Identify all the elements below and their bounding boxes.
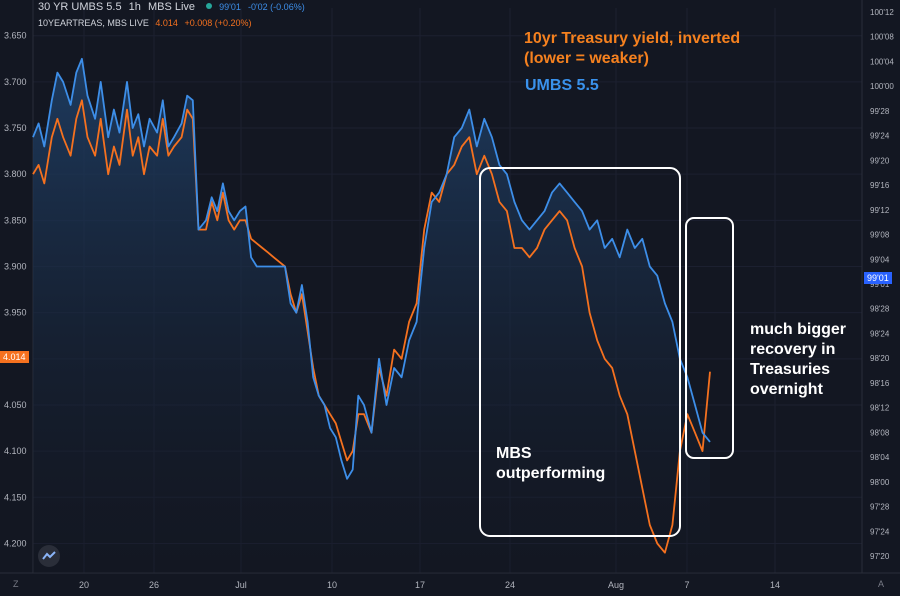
x-tick-label: 20 — [79, 580, 89, 590]
treasury-annotation-line1: 10yr Treasury yield, inverted — [524, 30, 741, 47]
price2: 4.014 — [155, 18, 178, 28]
umbs-annotation: UMBS 5.5 — [525, 77, 599, 94]
interval[interactable]: 1h — [128, 1, 141, 13]
x-tick-label: 17 — [415, 580, 425, 590]
right-tick-label: 97'20 — [870, 552, 890, 561]
umbs-area — [33, 58, 710, 574]
price-change: -0'02 (-0.06%) — [247, 2, 305, 12]
left-axis: 3.6503.7003.7503.8003.8503.9003.9504.000… — [4, 31, 27, 549]
right-tick-label: 99'12 — [870, 206, 890, 215]
symbol2-name[interactable]: 10YEARTREAS, MBS LIVE — [38, 18, 149, 28]
right-tick-label: 100'00 — [870, 82, 894, 91]
right-tick-label: 98'24 — [870, 329, 890, 338]
symbol-name[interactable]: 30 YR UMBS 5.5 — [38, 1, 122, 13]
right-tick-label: 100'12 — [870, 8, 894, 17]
chart-header: 30 YR UMBS 5.5 1h MBS Live 99'01 -0'02 (… — [38, 1, 309, 13]
left-tick-label: 4.200 — [4, 538, 27, 548]
left-tick-label: 3.800 — [4, 169, 27, 179]
right-axis: 100'12 100'08 100'04 100'00 99'28 99'24 99'20 9… — [870, 8, 894, 561]
right-tick-label: 99'04 — [870, 255, 890, 264]
recovery-annotation: much bigger recovery in Treasuries overn… — [750, 320, 846, 400]
price2-change: +0.008 (+0.20%) — [184, 18, 252, 28]
right-tick-label: 97'24 — [870, 527, 890, 536]
left-tick-label: 3.950 — [4, 308, 27, 318]
logo-icon — [42, 551, 56, 560]
x-tick-label: 10 — [327, 580, 337, 590]
x-axis: 20 26 Jul 10 17 24 Aug 7 14 — [79, 580, 780, 590]
mbs-outperforming-box — [479, 167, 681, 537]
overnight-recovery-box — [685, 217, 734, 459]
left-tick-label: 3.900 — [4, 261, 27, 271]
left-yield-tag: 4.014 — [0, 351, 29, 363]
x-tick-label: 14 — [770, 580, 780, 590]
price: 99'01 — [219, 2, 241, 12]
right-tick-label: 98'20 — [870, 354, 890, 363]
right-tick-label: 98'28 — [870, 305, 890, 314]
right-tick-label: 99'28 — [870, 107, 890, 116]
treasury-annotation: 10yr Treasury yield, inverted (lower = w… — [524, 29, 740, 69]
umbs-line — [32, 57, 711, 480]
x-tick-label: 7 — [684, 580, 689, 590]
zoom-icon[interactable]: Z — [13, 579, 19, 589]
left-tick-label: 4.100 — [4, 446, 27, 456]
x-tick-label: Aug — [608, 580, 624, 590]
right-tick-label: 100'04 — [870, 57, 894, 66]
right-tick-label: 99'16 — [870, 181, 890, 190]
source: MBS Live — [147, 1, 196, 13]
right-tick-label: 98'04 — [870, 453, 890, 462]
tradingview-logo[interactable] — [38, 545, 60, 567]
x-tick-label: 24 — [505, 580, 515, 590]
right-tick-label: 99'01 — [870, 280, 890, 289]
right-tick-label: 98'16 — [870, 379, 890, 388]
right-tick-label: 97'28 — [870, 503, 890, 512]
mbs-annotation-line2: outperforming — [496, 465, 606, 482]
left-tick-label: 4.150 — [4, 492, 27, 502]
recovery-annotation-line1: much bigger — [750, 321, 847, 338]
left-tick-label: 3.700 — [4, 77, 27, 87]
left-tick-label: 3.750 — [4, 123, 27, 133]
right-tick-label: 98'00 — [870, 478, 890, 487]
mbs-annotation: MBS outperforming — [496, 444, 605, 484]
mbs-annotation-line1: MBS — [496, 445, 532, 462]
series-layer — [32, 57, 711, 574]
x-tick-label: Jul — [235, 580, 247, 590]
treasury-line — [32, 99, 711, 554]
auto-scale-icon[interactable]: A — [878, 579, 885, 589]
live-status-icon — [206, 3, 213, 9]
x-tick-label: 26 — [149, 580, 159, 590]
right-tick-label: 98'08 — [870, 428, 890, 437]
left-tick-label: 4.050 — [4, 400, 27, 410]
recovery-annotation-line2: recovery in — [750, 341, 836, 358]
treasury-annotation-line2: (lower = weaker) — [524, 50, 649, 67]
recovery-annotation-line3: Treasuries — [750, 361, 831, 378]
left-tick-label: 3.650 — [4, 31, 27, 41]
recovery-annotation-line4: overnight — [750, 381, 823, 398]
right-tick-label: 99'20 — [870, 156, 890, 165]
right-tick-label: 100'08 — [870, 33, 894, 42]
chart-header-2: 10YEARTREAS, MBS LIVE 4.014 +0.008 (+0.2… — [38, 18, 256, 28]
right-tick-label: 99'24 — [870, 132, 890, 141]
right-tick-label: 99'08 — [870, 231, 890, 240]
right-price-tag: 99'01 — [864, 272, 892, 284]
right-tick-label: 98'12 — [870, 404, 890, 413]
left-tick-label: 3.850 — [4, 215, 27, 225]
